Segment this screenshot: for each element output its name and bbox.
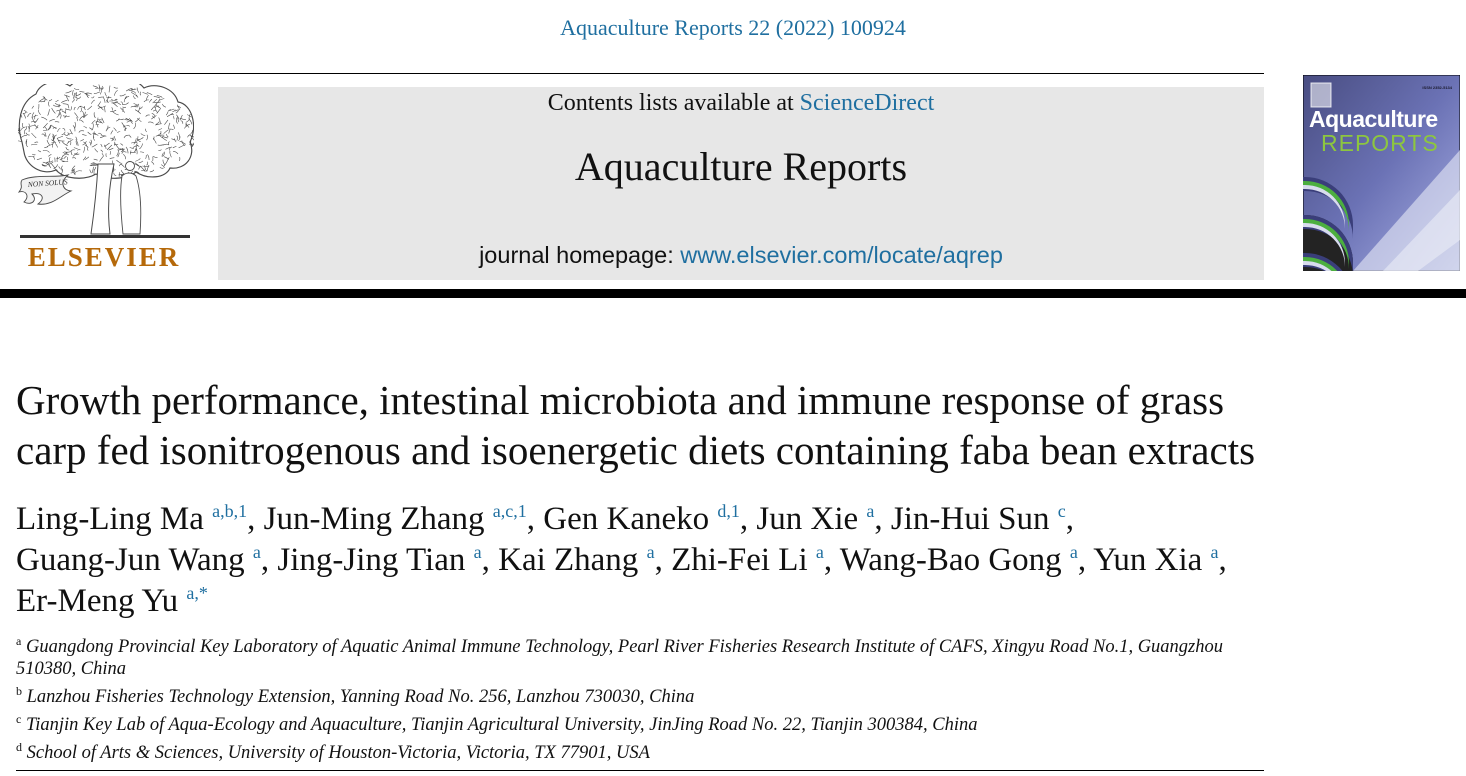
svg-text:ELSEVIER: ELSEVIER bbox=[28, 242, 181, 272]
svg-text:Aquaculture: Aquaculture bbox=[1309, 106, 1438, 132]
svg-text:REPORTS: REPORTS bbox=[1321, 130, 1439, 156]
svg-text:ISSN 2352-5134: ISSN 2352-5134 bbox=[1422, 85, 1452, 90]
